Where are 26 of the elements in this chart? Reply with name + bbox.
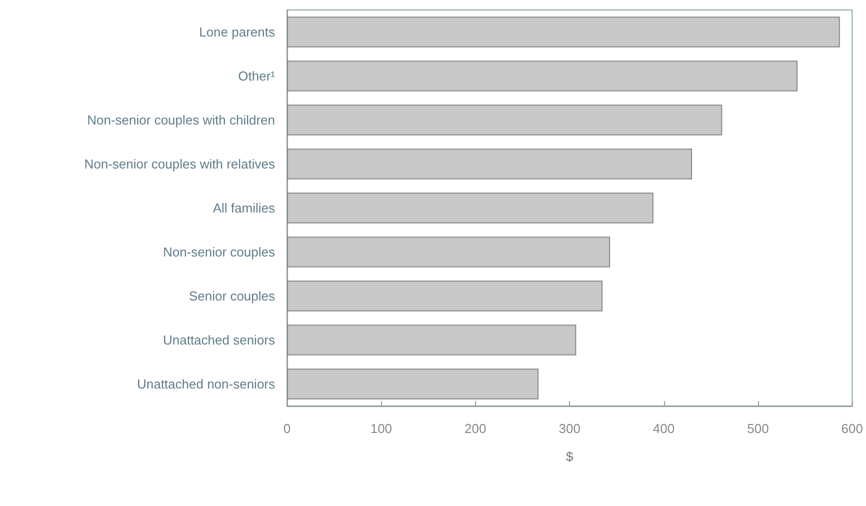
- x-tick-label: 600: [841, 421, 864, 436]
- bar: [287, 104, 722, 136]
- y-tick-label: Senior couples: [189, 288, 276, 304]
- x-tick-label: 0: [283, 421, 291, 436]
- y-tick-label: Non-senior couples: [162, 244, 276, 260]
- y-tick-label: Other¹: [238, 68, 276, 84]
- y-tick-label: Lone parents: [199, 24, 276, 40]
- bar: [287, 280, 603, 312]
- x-tick-label: 500: [747, 421, 769, 436]
- bar: [287, 236, 610, 268]
- x-tick-label: 400: [652, 421, 675, 436]
- bar: [287, 324, 576, 356]
- y-tick-label: Unattached seniors: [162, 332, 276, 348]
- y-tick-label: Non-senior couples with children: [87, 112, 275, 128]
- x-tick-label: 200: [464, 421, 486, 436]
- y-tick-label: Non-senior couples with relatives: [84, 156, 276, 172]
- bar: [287, 16, 840, 48]
- bar: [287, 192, 654, 224]
- bar: [287, 148, 692, 180]
- bar: [287, 60, 798, 92]
- y-tick-label: Unattached non-seniors: [136, 376, 276, 392]
- bar: [287, 368, 538, 400]
- x-tick-label: 100: [370, 421, 392, 436]
- x-tick-label: 300: [558, 421, 580, 436]
- x-axis-title: $: [566, 449, 574, 464]
- y-tick-label: All families: [212, 200, 276, 216]
